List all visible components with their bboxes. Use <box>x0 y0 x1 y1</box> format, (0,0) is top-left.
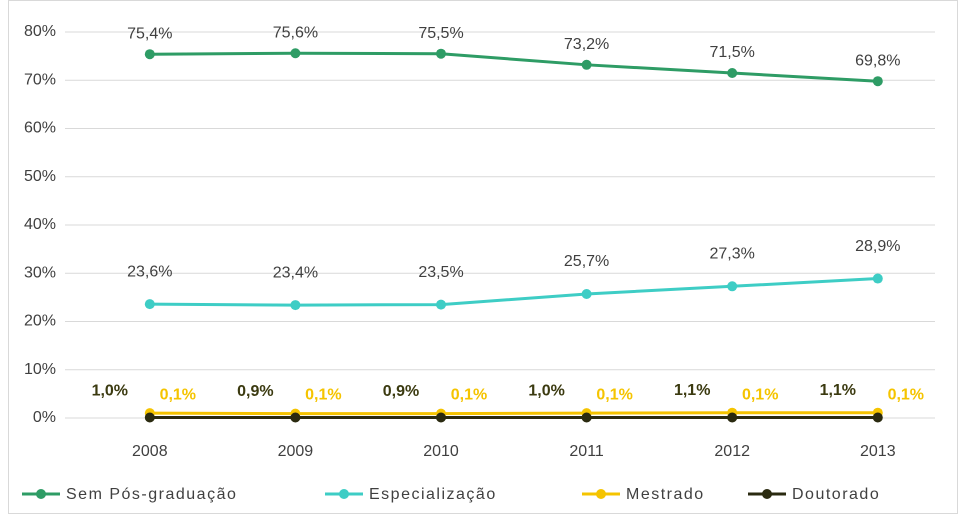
y-tick-label: 0% <box>33 409 56 426</box>
y-tick-label: 60% <box>24 120 56 137</box>
point <box>436 412 446 423</box>
data-label: 0,1% <box>888 387 924 404</box>
point <box>727 281 738 292</box>
data-label: 0,1% <box>451 387 487 404</box>
point <box>290 412 301 423</box>
point <box>872 76 883 87</box>
data-label: 71,5% <box>710 44 755 61</box>
point <box>436 299 446 310</box>
legend-marker <box>596 489 606 499</box>
data-label: 1,1% <box>674 382 710 399</box>
series-line <box>149 411 878 416</box>
x-tick-label: 2011 <box>569 443 604 460</box>
y-tick-label: 70% <box>24 71 56 88</box>
data-label: 23,6% <box>127 263 172 280</box>
point <box>290 300 301 311</box>
y-tick-label: 50% <box>24 168 56 185</box>
legend-label: Sem Pós-graduação <box>66 486 237 503</box>
point <box>144 299 155 310</box>
point <box>727 68 738 79</box>
x-tick-label: 2009 <box>278 443 314 460</box>
data-label: 23,4% <box>273 264 318 281</box>
point <box>144 49 155 60</box>
point <box>872 412 883 423</box>
y-tick-label: 40% <box>24 216 56 233</box>
data-label: 0,9% <box>383 383 419 400</box>
point <box>144 412 155 423</box>
legend-marker <box>762 489 772 499</box>
x-tick-label: 2010 <box>423 443 459 460</box>
data-label: 25,7% <box>564 253 609 270</box>
legend-label: Doutorado <box>792 486 880 503</box>
chart-frame <box>8 0 958 514</box>
point <box>727 412 738 423</box>
x-tick-label: 2012 <box>714 443 750 460</box>
data-label: 1,0% <box>92 382 128 399</box>
data-label: 0,1% <box>742 387 778 404</box>
point <box>436 48 446 59</box>
x-tick-label: 2013 <box>860 443 896 460</box>
data-label: 0,1% <box>305 387 341 404</box>
legend-label: Especialização <box>369 486 497 503</box>
y-tick-label: 80% <box>24 23 56 40</box>
data-label: 0,9% <box>237 383 273 400</box>
point <box>872 273 883 284</box>
data-label: 0,1% <box>596 387 632 404</box>
data-label: 27,3% <box>710 245 755 262</box>
data-label: 1,1% <box>820 382 856 399</box>
series-line <box>149 51 878 83</box>
data-label: 23,5% <box>418 264 463 281</box>
data-label: 75,6% <box>273 24 318 41</box>
series-line <box>149 277 878 307</box>
legend-marker <box>339 489 349 499</box>
point <box>581 412 592 423</box>
x-tick-label: 2008 <box>132 443 168 460</box>
point <box>290 48 301 59</box>
data-label: 73,2% <box>564 36 609 53</box>
data-label: 75,4% <box>127 25 172 42</box>
data-label: 28,9% <box>855 238 900 255</box>
point <box>581 59 592 70</box>
point <box>581 288 592 299</box>
legend-label: Mestrado <box>626 486 705 503</box>
y-tick-label: 30% <box>24 264 56 281</box>
data-label: 69,8% <box>855 52 900 69</box>
y-tick-label: 10% <box>24 361 56 378</box>
y-tick-label: 20% <box>24 313 56 330</box>
data-label: 1,0% <box>528 382 564 399</box>
data-label: 0,1% <box>160 387 196 404</box>
legend-marker <box>36 489 46 499</box>
data-label: 75,5% <box>418 25 463 42</box>
